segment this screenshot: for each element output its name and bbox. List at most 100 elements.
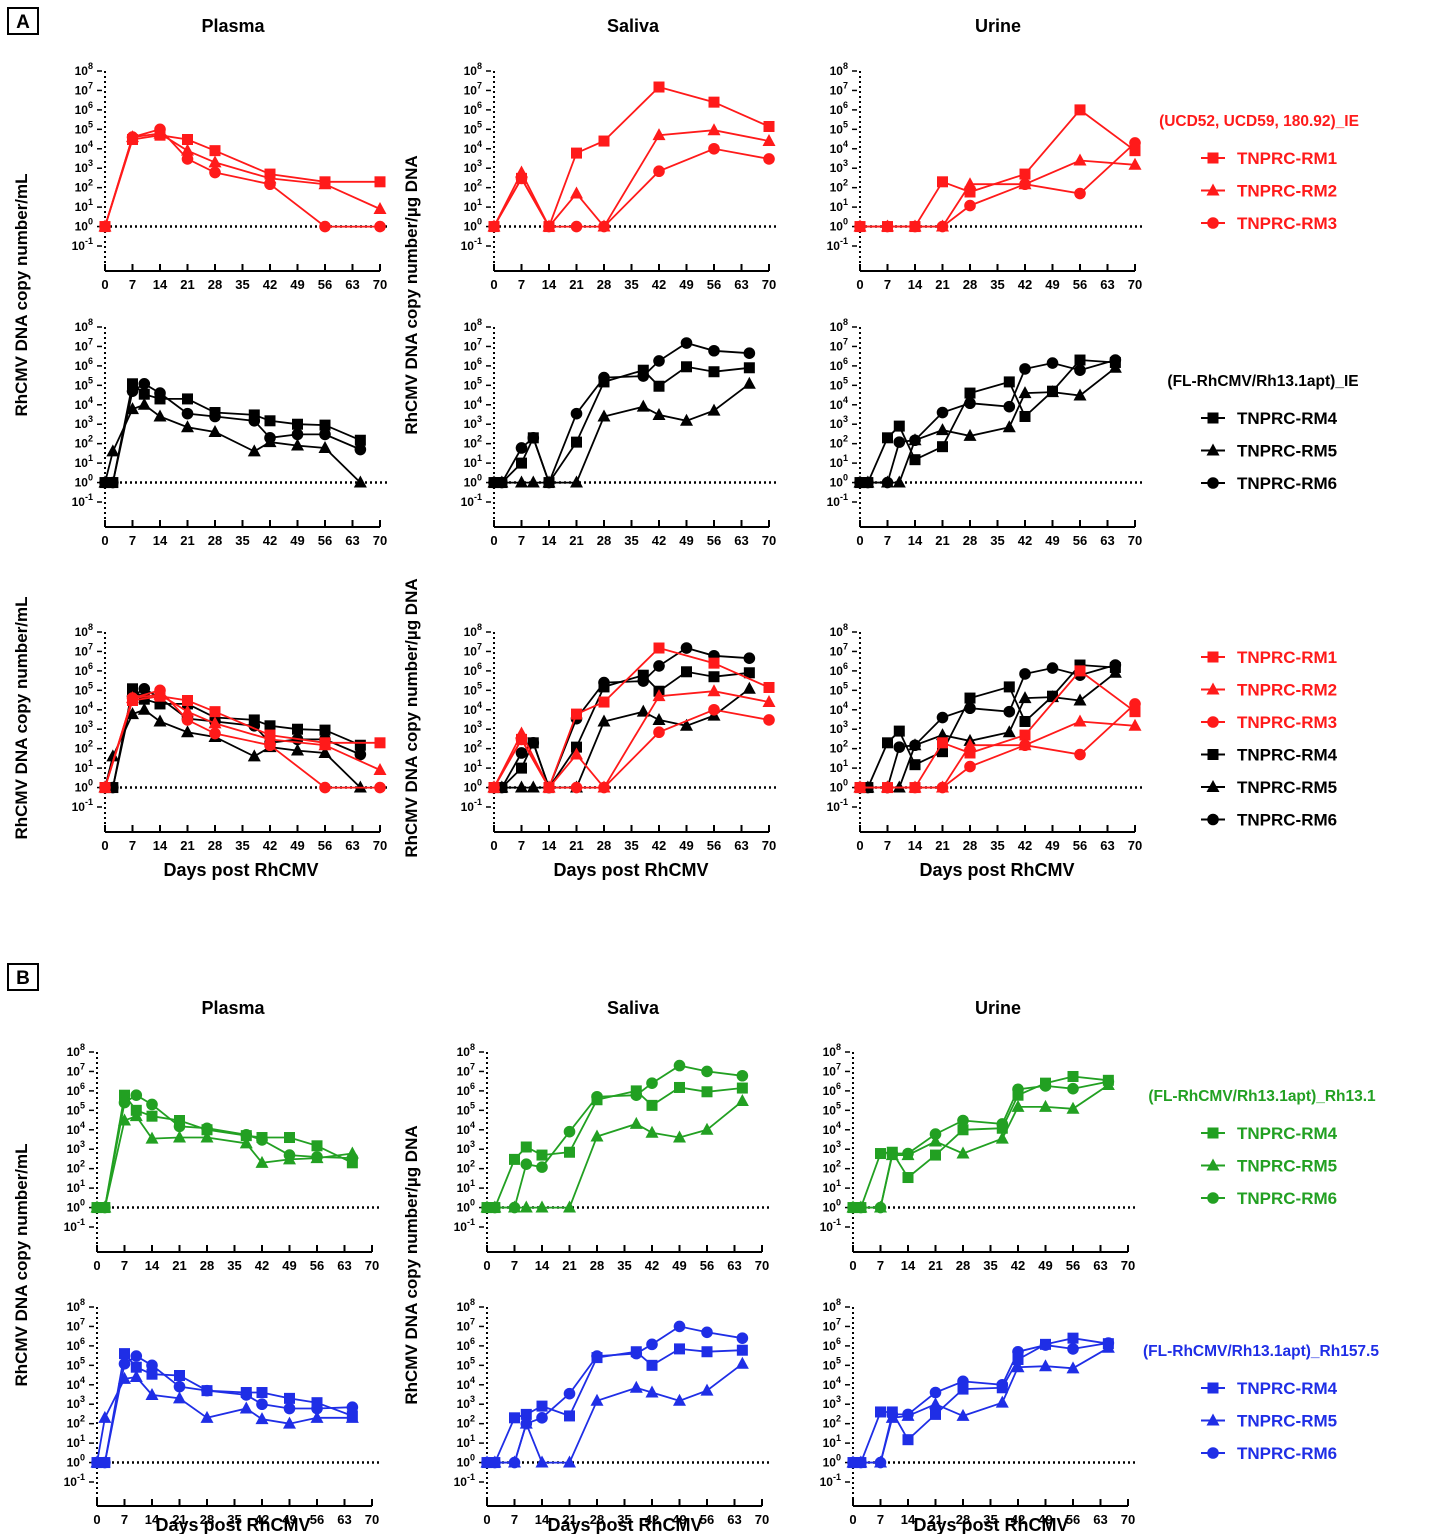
y-tick-label: 108 [830, 622, 848, 639]
point-A_saliva_RM4 [571, 741, 582, 753]
x-tick-label: 49 [1045, 277, 1059, 292]
point-A_urine_RM6 [893, 436, 906, 448]
point-B_saliva_Rh157.5_RM4 [564, 1410, 575, 1422]
point-B_plasma_Rh13.1_RM6 [130, 1089, 143, 1102]
x-tick-label: 14 [535, 1512, 550, 1527]
y-tick-label: 103 [830, 414, 848, 431]
y-tick-label: 104 [67, 1120, 85, 1137]
point-A_plasma_RM2 [318, 177, 332, 190]
point-A_plasma_RM5 [291, 438, 304, 451]
x-tick-label: 21 [562, 1512, 576, 1527]
legend-row1: (UCD52, UCD59, 180.92)_IE TNPRC-RM1 TNPRC-… [1159, 113, 1359, 233]
x-tick-label: 35 [983, 1258, 997, 1273]
point-A_plasma_RM4 [354, 739, 366, 751]
point-A_urine_RM3 [1074, 187, 1086, 200]
point-A_urine_RM6 [1019, 668, 1031, 680]
legend-title: (FL-RhCMV/Rh13.1apt)_Rh157.5 [1143, 1343, 1379, 1360]
series-line-A_plasma_RM3 [104, 128, 380, 228]
y-tick-label: 103 [464, 158, 482, 175]
point-B_saliva_Rh13.1_RM5 [563, 1200, 576, 1213]
x-tick-label: 63 [337, 1258, 351, 1273]
legend-marker-triangle [1206, 682, 1220, 695]
y-tick-label: 107 [457, 1061, 475, 1078]
point-A_urine_RM6 [893, 741, 906, 753]
point-A_urine_RM3 [936, 781, 949, 794]
x-tick-label: 49 [1045, 838, 1059, 853]
point-A_saliva_RM2 [652, 128, 666, 141]
point-B_saliva_Rh13.1_RM6 [508, 1201, 521, 1214]
x-tick-label: 49 [290, 277, 304, 292]
point-A_saliva_RM6 [527, 737, 540, 749]
ylabel-b-saliva: RhCMV DNA copy number/µg DNA [402, 1125, 421, 1404]
y-tick-label: 103 [75, 414, 93, 431]
point-A_saliva_RM4 [516, 457, 527, 469]
point-B_urine_Rh13.1_RM6 [902, 1147, 914, 1160]
point-A_plasma_RM6 [138, 682, 151, 695]
point-B_plasma_Rh157.5_RM5 [200, 1410, 214, 1423]
x-tick-label: 0 [849, 1258, 856, 1273]
x-tick-label: 42 [652, 277, 666, 292]
y-tick-label: 10-1 [827, 236, 848, 253]
point-A_saliva_RM2 [652, 689, 666, 702]
point-A_urine_RM5 [1073, 388, 1087, 401]
x-tick-label: 70 [762, 277, 776, 292]
x-tick-label: 28 [200, 1258, 214, 1273]
y-tick-label: 104 [464, 139, 482, 156]
legend-marker-circle [1207, 1192, 1219, 1204]
y-tick-label: 106 [830, 356, 848, 373]
legend-marker-circle [1207, 477, 1219, 489]
x-tick-label: 14 [153, 277, 168, 292]
y-tick-label: 101 [823, 1178, 841, 1195]
x-tick-label: 70 [755, 1512, 769, 1527]
y-tick-label: 10-1 [72, 797, 93, 814]
point-A_urine_RM6 [1046, 357, 1059, 369]
point-B_saliva_Rh157.5_RM6 [701, 1326, 713, 1339]
x-tick-label: 21 [569, 277, 583, 292]
point-A_plasma_RM5 [126, 707, 139, 720]
x-tick-label: 21 [935, 533, 949, 548]
point-B_saliva_Rh157.5_RM5 [563, 1455, 576, 1468]
y-tick-label: 103 [457, 1139, 475, 1156]
point-B_urine_Rh13.1_RM5 [1039, 1099, 1052, 1112]
title-b-saliva: Saliva [607, 998, 660, 1018]
x-tick-label: 0 [101, 277, 108, 292]
x-tick-label: 14 [535, 1258, 550, 1273]
point-A_urine_RM1 [1019, 729, 1031, 741]
y-tick-label: 105 [830, 375, 848, 392]
x-tick-label: 70 [1121, 1258, 1135, 1273]
point-B_saliva_Rh157.5_RM6 [646, 1338, 658, 1351]
x-tick-label: 0 [101, 533, 108, 548]
point-A_plasma_RM2 [373, 201, 387, 214]
point-A_plasma_RM5 [137, 702, 151, 715]
point-A_plasma_RM4 [248, 409, 260, 421]
point-A_plasma_RM3 [374, 220, 386, 233]
point-B_plasma_Rh13.1_RM6 [346, 1152, 359, 1164]
x-tick-label: 35 [990, 277, 1004, 292]
point-B_plasma_Rh13.1_RM6 [173, 1120, 186, 1133]
point-B_plasma_Rh157.5_RM5 [129, 1370, 143, 1383]
y-tick-label: 100 [67, 1453, 85, 1470]
y-tick-label: 107 [67, 1316, 85, 1333]
legend-item-label: TNPRC-RM4 [1237, 1379, 1338, 1398]
point-B_saliva_Rh13.1_RM6 [563, 1125, 576, 1138]
x-tick-label: 7 [129, 277, 136, 292]
point-B_plasma_Rh13.1_RM6 [146, 1098, 158, 1111]
panel-b-box [7, 963, 39, 991]
point-A_plasma_RM5 [247, 444, 261, 457]
point-B_plasma_Rh157.5_RM4 [284, 1392, 295, 1404]
y-tick-label: 101 [830, 453, 848, 470]
y-tick-label: 105 [457, 1100, 475, 1117]
point-A_plasma_RM2 [318, 738, 332, 751]
point-A_plasma_RM6 [181, 407, 194, 420]
point-A_urine_RM4 [964, 692, 976, 704]
point-A_urine_RM5 [1046, 385, 1059, 398]
x-tick-label: 28 [208, 838, 222, 853]
y-tick-label: 101 [830, 758, 848, 775]
y-tick-label: 103 [830, 719, 848, 736]
point-B_plasma_Rh157.5_RM5 [283, 1416, 296, 1429]
y-tick-label: 10-1 [461, 797, 482, 814]
point-B_saliva_Rh13.1_RM4 [736, 1082, 748, 1094]
point-A_urine_RM3 [1019, 178, 1031, 191]
panel-b-label: B [16, 968, 30, 989]
point-A_urine_RM4 [1019, 715, 1031, 727]
